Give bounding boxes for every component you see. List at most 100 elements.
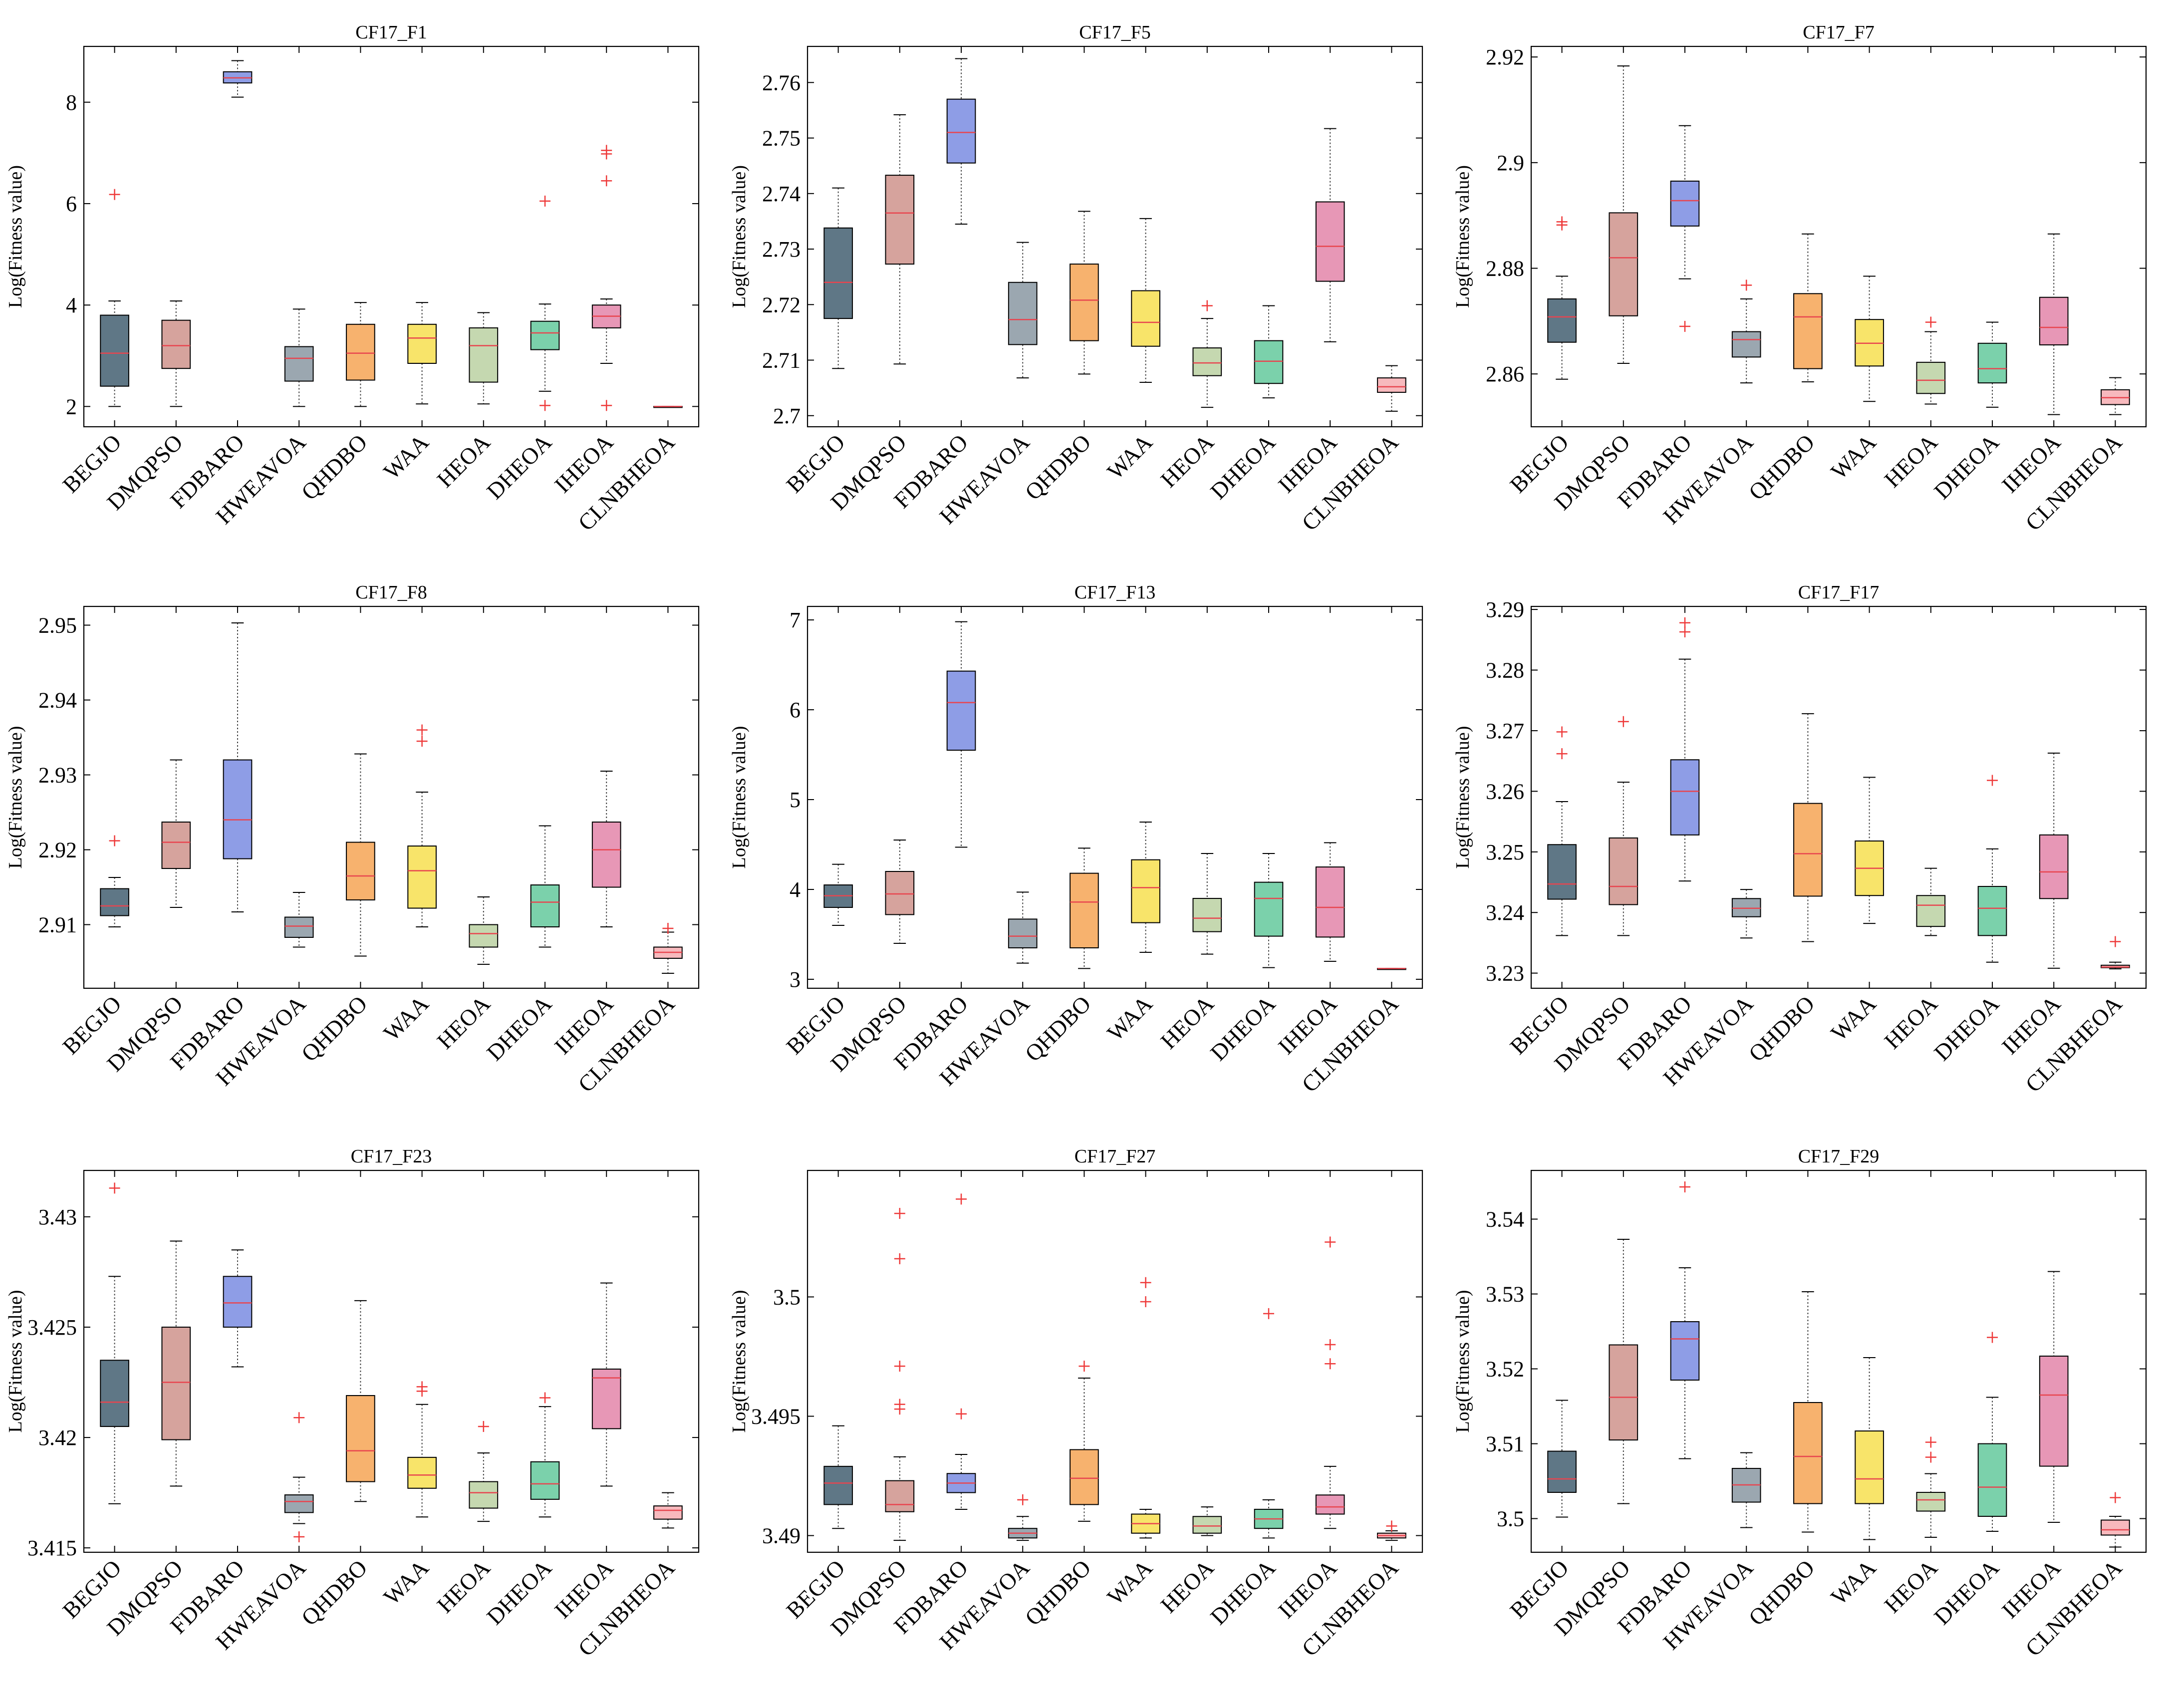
axes-frame [807,605,1423,989]
box-heoa [1916,895,1946,927]
outlier-marker [1679,320,1690,332]
chart-panel: CF17_F5 Log(Fitness value) 2.7 2.71 2.72 2.73… [729,22,1423,536]
x-category-label: DHEOA [1929,1555,2004,1630]
box-qhdbo [346,323,375,381]
y-axis-label: Log(Fitness value) [729,726,750,868]
box-qhdbo [346,1395,375,1482]
y-tick-label: 2.9 [1497,151,1524,175]
x-category-label: WAA [1102,991,1157,1046]
chart-panel: CF17_F7 Log(Fitness value) 2.86 2.88 2.9 2.92… [1452,22,2147,536]
outlier-marker [2110,1492,2121,1503]
x-category-label: WAA [1102,429,1157,484]
box-begjo [823,227,853,319]
outlier-marker [1017,1494,1029,1505]
outlier-marker [1140,1296,1151,1307]
x-category-label: WAA [1826,991,1881,1046]
box-begjo [100,1360,129,1427]
x-category-label: WAA [1102,1555,1157,1610]
box-iheoa [1315,1494,1345,1515]
outlier-marker [601,148,612,160]
axes-frame [807,45,1423,428]
axes-frame [83,1169,700,1553]
box-waa [407,1456,437,1489]
x-category-label: QHDBO [1744,429,1820,505]
x-category-label: DHEOA [482,1555,556,1630]
x-category-label: DHEOA [482,429,556,504]
axes-frame [807,1169,1423,1553]
chart-title: CF17_F29 [1798,1146,1880,1167]
x-category-label: DHEOA [482,991,556,1066]
y-tick-label: 2.93 [38,763,77,788]
y-axis-label: Log(Fitness value) [729,1290,750,1432]
y-tick-label: 2.73 [762,237,801,262]
box-begjo [823,1465,853,1505]
x-category-label: DHEOA [1205,991,1280,1066]
y-tick-label: 3.43 [38,1205,77,1229]
outlier-marker [2110,936,2121,947]
y-tick-label: 2.76 [762,70,801,95]
y-tick-label: 2.91 [38,913,77,937]
box-dmqpso [885,871,915,915]
y-tick-label: 4 [790,877,801,902]
box-heoa [1192,347,1222,376]
box-dmqpso [1609,837,1638,905]
box-dmqpso [161,1326,191,1440]
y-tick-label: 3.25 [1486,840,1524,864]
axes-frame [83,605,700,989]
outlier-marker [601,400,612,411]
x-category-label: DHEOA [1205,429,1280,504]
x-category-label: QHDBO [1020,429,1096,505]
box-qhdbo [346,842,375,900]
outlier-marker [1679,626,1690,637]
outlier-marker [894,1208,905,1219]
y-tick-label: 3.26 [1486,779,1524,804]
box-waa [1855,1430,1884,1504]
y-tick-label: 3.53 [1486,1282,1524,1307]
y-tick-label: 2 [66,394,77,419]
outlier-marker [1925,1451,1936,1463]
box-fdbaro [1670,1321,1700,1381]
outlier-marker [1556,219,1568,231]
outlier-marker [894,1253,905,1264]
box-qhdbo [1793,1402,1823,1504]
outlier-marker [1679,1181,1690,1192]
outlier-marker [1325,1358,1336,1370]
outlier-marker [1741,280,1752,291]
outlier-marker [1263,1308,1274,1319]
chart-title: CF17_F8 [355,582,427,603]
box-iheoa [1315,866,1345,938]
outlier-marker [1618,716,1629,727]
y-tick-label: 3 [790,967,801,992]
chart-title: CF17_F17 [1798,582,1880,603]
box-waa [407,323,437,364]
box-qhdbo [1793,293,1823,369]
box-dheoa [530,1461,560,1500]
y-tick-label: 6 [790,698,801,722]
box-iheoa [591,822,621,888]
outlier-marker [416,724,428,736]
box-iheoa [2039,296,2069,345]
chart-panel: CF17_F17 Log(Fitness value) 3.23 3.24 3.25 3.… [1452,582,2147,1097]
box-clnbheoa [653,1505,683,1520]
y-tick-label: 2.94 [38,688,77,713]
y-tick-label: 3.28 [1486,658,1524,683]
y-axis-label: Log(Fitness value) [1452,726,1473,868]
box-heoa [1916,361,1946,394]
box-dmqpso [1609,1344,1638,1440]
outlier-marker [293,1412,305,1423]
x-category-label: QHDBO [296,429,372,505]
outlier-marker [109,835,120,847]
box-dmqpso [885,175,915,265]
outlier-marker [109,1182,120,1194]
box-heoa [1192,1516,1222,1534]
y-tick-label: 2.92 [38,838,77,862]
x-category-label: DHEOA [1929,991,2004,1066]
outlier-marker [1556,726,1568,738]
box-qhdbo [1070,872,1099,948]
y-tick-label: 2.74 [762,182,801,206]
box-heoa [1916,1492,1946,1512]
outlier-marker [1987,1332,1998,1343]
box-qhdbo [1070,1449,1099,1505]
